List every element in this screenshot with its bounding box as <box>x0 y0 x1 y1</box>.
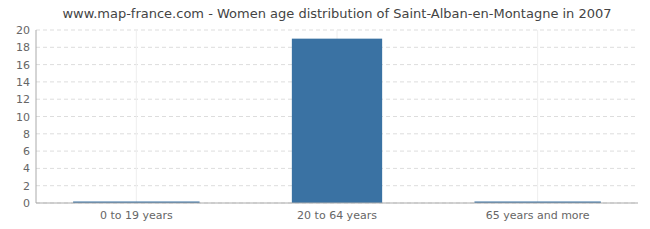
x-axis: 0 to 19 years 20 to 64 years 65 years and … <box>100 209 590 222</box>
y-tick-label: 4 <box>23 162 30 175</box>
title: www.map-france.com - Women age distribut… <box>62 6 611 21</box>
y-tick-label: 0 <box>23 197 30 210</box>
y-tick-label: 8 <box>23 128 30 141</box>
y-tick-label: 12 <box>16 93 30 106</box>
bars <box>73 39 601 203</box>
grid-line <box>36 203 638 204</box>
y-axis-line <box>36 30 37 203</box>
y-tick-label: 20 <box>16 24 30 37</box>
x-tick-label: 0 to 19 years <box>100 209 173 222</box>
x-tick-label: 20 to 64 years <box>297 209 377 222</box>
y-axis: 0 2 4 6 8 10 12 14 16 18 20 <box>16 24 30 210</box>
y-tick-label: 10 <box>16 111 30 124</box>
x-axis-line <box>36 203 638 204</box>
y-tick-label: 16 <box>16 59 30 72</box>
y-tick-label: 2 <box>23 180 30 193</box>
y-tick-label: 18 <box>16 41 30 54</box>
y-tick-label: 6 <box>23 145 30 158</box>
x-tick-label: 65 years and more <box>486 209 590 222</box>
category-grid-line <box>136 30 137 203</box>
y-tick-label: 14 <box>16 76 30 89</box>
grid <box>36 30 638 203</box>
category-grid-line <box>537 30 538 203</box>
chart: www.map-france.com - Women age distribut… <box>0 0 650 229</box>
bar <box>292 39 382 203</box>
